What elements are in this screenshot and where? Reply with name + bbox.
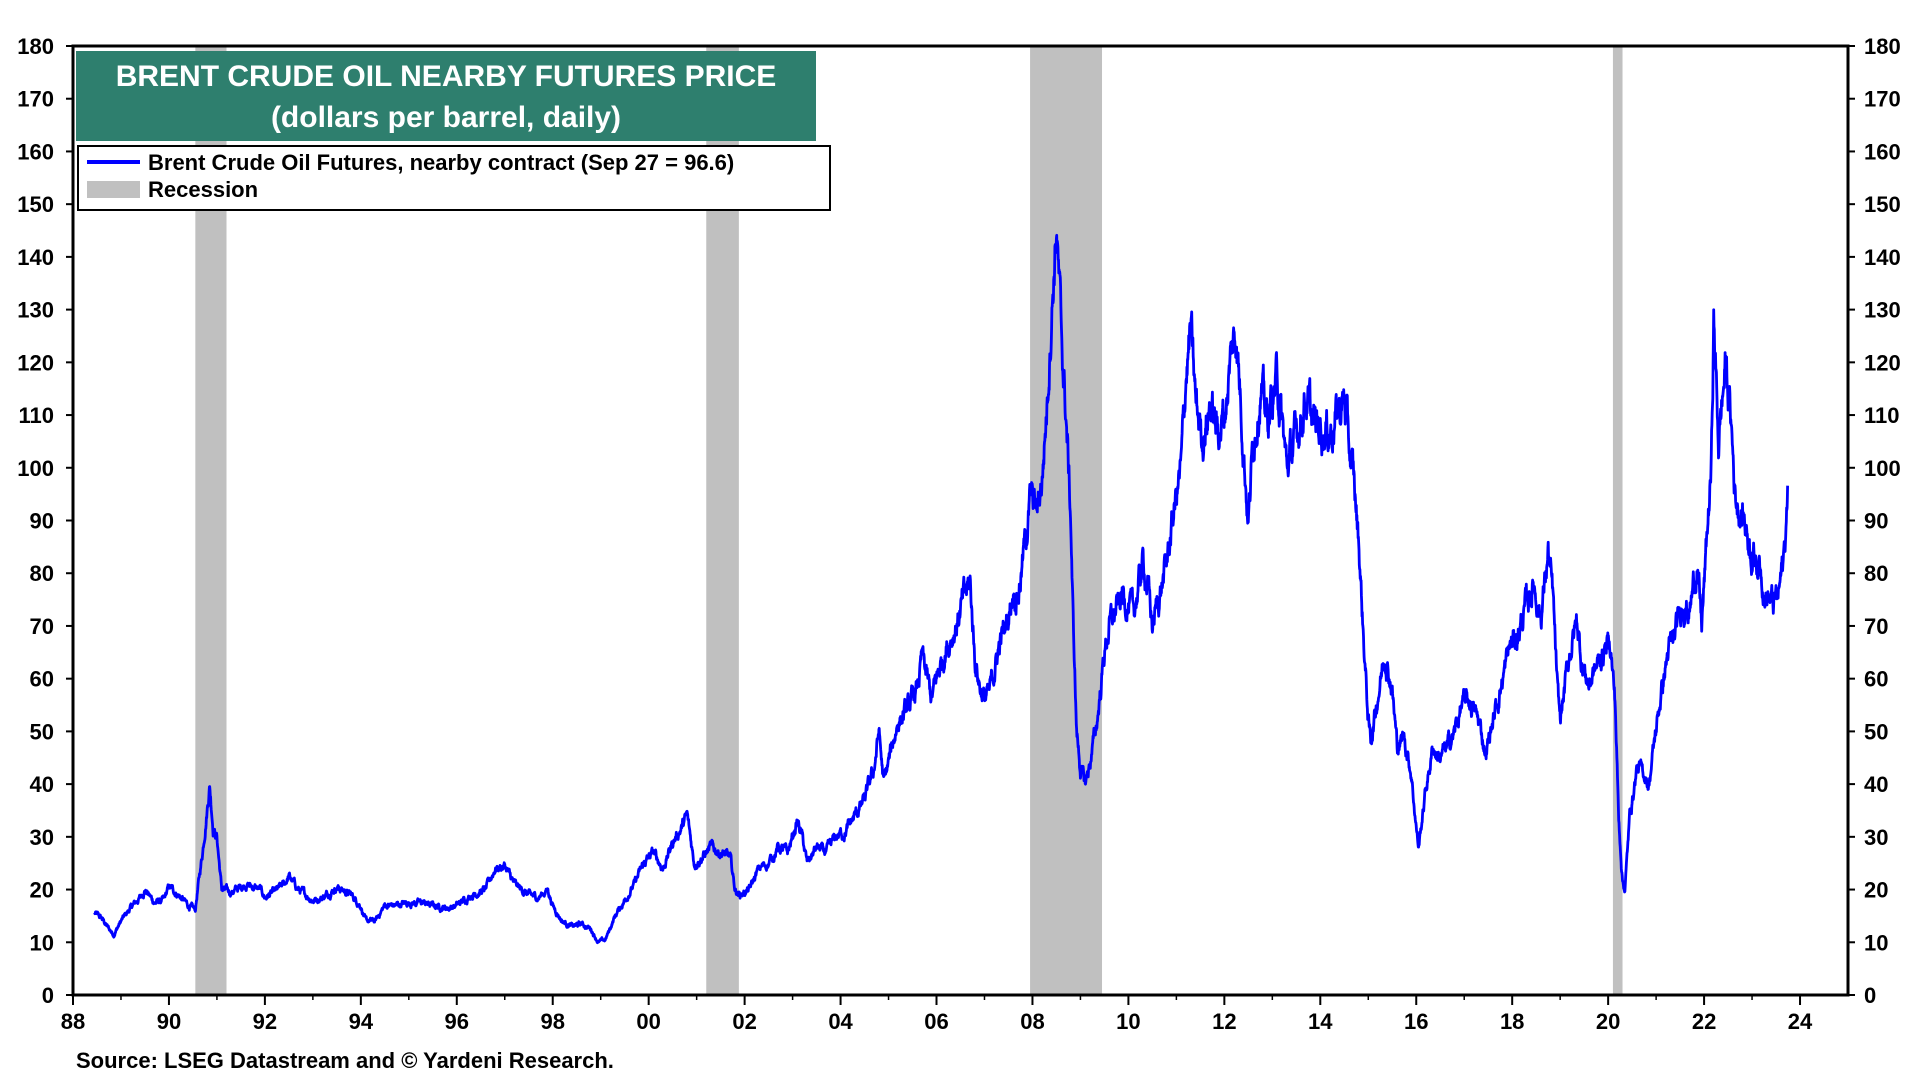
- right-tick-label: 180: [1864, 34, 1901, 59]
- right-tick-label: 100: [1864, 456, 1901, 481]
- legend: Brent Crude Oil Futures, nearby contract…: [77, 145, 831, 211]
- x-tick-label: 90: [157, 1009, 181, 1034]
- right-tick-label: 110: [1864, 403, 1900, 428]
- right-y-axis: 0 10 20 30 40 50 60 70 80 90 100 110 120 130 140 150 160…: [1848, 34, 1901, 1008]
- x-tick-label: 18: [1500, 1009, 1524, 1034]
- left-tick-label: 160: [17, 139, 54, 164]
- legend-recession-swatch: [87, 181, 140, 198]
- x-tick-label: 10: [1116, 1009, 1140, 1034]
- chart-title: BRENT CRUDE OIL NEARBY FUTURES PRICE: [116, 60, 777, 93]
- right-tick-label: 10: [1864, 930, 1888, 955]
- right-tick-label: 130: [1864, 298, 1901, 323]
- x-tick-label: 94: [349, 1009, 374, 1034]
- left-tick-label: 50: [30, 719, 54, 744]
- x-tick-label: 22: [1692, 1009, 1716, 1034]
- left-tick-label: 170: [17, 87, 54, 112]
- right-tick-label: 50: [1864, 719, 1888, 744]
- source-note: Source: LSEG Datastream and © Yardeni Re…: [76, 1048, 614, 1073]
- x-tick-label: 16: [1404, 1009, 1428, 1034]
- left-y-axis: 0 10 20 30 40 50 60 70 80 90 100 110 120 130 140 150 160…: [17, 34, 73, 1008]
- right-tick-label: 0: [1864, 983, 1876, 1008]
- x-tick-label: 02: [732, 1009, 756, 1034]
- left-tick-label: 90: [30, 509, 54, 534]
- right-tick-label: 40: [1864, 772, 1888, 797]
- left-tick-label: 130: [17, 298, 54, 323]
- x-tick-label: 04: [828, 1009, 853, 1034]
- left-tick-label: 80: [30, 561, 54, 586]
- x-tick-label: 14: [1308, 1009, 1333, 1034]
- right-tick-label: 160: [1864, 139, 1901, 164]
- x-tick-label: 08: [1020, 1009, 1044, 1034]
- x-tick-label: 20: [1596, 1009, 1620, 1034]
- legend-item-brent: Brent Crude Oil Futures, nearby contract…: [148, 150, 734, 175]
- left-tick-label: 20: [30, 878, 54, 903]
- x-tick-label: 92: [253, 1009, 277, 1034]
- x-tick-label: 12: [1212, 1009, 1236, 1034]
- left-tick-label: 150: [17, 192, 54, 217]
- x-tick-label: 24: [1788, 1009, 1813, 1034]
- left-tick-label: 70: [30, 614, 54, 639]
- x-tick-label: 88: [61, 1009, 85, 1034]
- right-tick-label: 140: [1864, 245, 1901, 270]
- right-tick-label: 70: [1864, 614, 1888, 639]
- left-tick-label: 140: [17, 245, 54, 270]
- price-series: [93, 233, 1789, 945]
- x-axis: 88 90 92 94 96 98 00 02 04 06 08 10 12 14 16 18 20 22 24: [61, 995, 1813, 1034]
- left-tick-label: 10: [30, 930, 54, 955]
- left-tick-label: 60: [30, 667, 54, 692]
- left-tick-label: 30: [30, 825, 54, 850]
- recession-band-2: [1030, 46, 1103, 995]
- left-tick-label: 180: [17, 34, 54, 59]
- right-tick-label: 120: [1864, 350, 1901, 375]
- right-tick-label: 20: [1864, 878, 1888, 903]
- right-tick-label: 170: [1864, 87, 1901, 112]
- title-background: [76, 51, 816, 141]
- left-tick-label: 110: [19, 403, 55, 428]
- right-tick-label: 60: [1864, 667, 1888, 692]
- left-tick-label: 120: [17, 350, 54, 375]
- x-tick-label: 00: [636, 1009, 660, 1034]
- left-tick-label: 0: [42, 983, 54, 1008]
- title-box: BRENT CRUDE OIL NEARBY FUTURES PRICE (do…: [76, 51, 816, 141]
- x-tick-label: 06: [924, 1009, 948, 1034]
- right-tick-label: 150: [1864, 192, 1901, 217]
- legend-item-recession: Recession: [148, 177, 258, 202]
- x-tick-label: 96: [445, 1009, 469, 1034]
- right-tick-label: 80: [1864, 561, 1888, 586]
- left-tick-label: 40: [30, 772, 54, 797]
- right-tick-label: 90: [1864, 509, 1888, 534]
- x-tick-label: 98: [540, 1009, 564, 1034]
- recession-band-3: [1612, 46, 1623, 995]
- chart-subtitle: (dollars per barrel, daily): [271, 101, 621, 134]
- legend-box: [77, 145, 831, 211]
- series-line-brent: [93, 233, 1789, 945]
- right-tick-label: 30: [1864, 825, 1888, 850]
- left-tick-label: 100: [17, 456, 54, 481]
